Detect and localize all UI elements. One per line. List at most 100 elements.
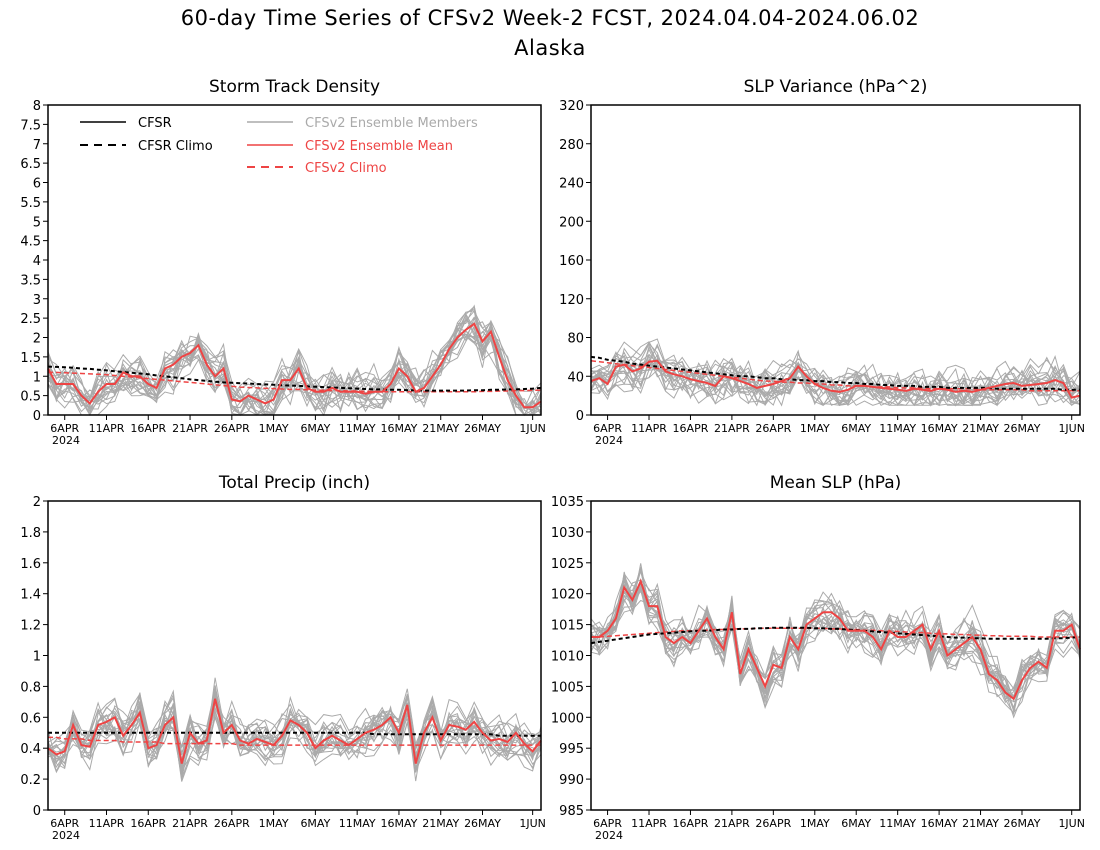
y-tick-label: 2 [33, 495, 41, 510]
ensemble-member-line [590, 357, 1081, 407]
x-year-label: 2024 [595, 829, 623, 842]
x-tick-label: 1MAY [259, 817, 289, 830]
x-tick-label: 21APR [172, 817, 208, 830]
plot-frame [590, 500, 1081, 811]
y-tick-label: 1025 [551, 557, 584, 572]
y-tick-label: 3.5 [20, 273, 41, 288]
ensemble-mean-line [590, 359, 1081, 399]
cfsr-climo-line [590, 626, 1081, 645]
y-tick-label: 2 [33, 332, 41, 347]
ensemble-member-line [47, 677, 542, 769]
x-tick-label: 6MAY [300, 422, 330, 435]
y-tick-label: 5 [33, 215, 41, 230]
y-tick-label: 2.5 [20, 312, 41, 327]
x-tick-label: 21APR [172, 422, 208, 435]
ensemble-member-line [47, 304, 542, 417]
y-tick-label: 7.5 [20, 118, 41, 133]
x-tick-label: 1JUN [1058, 817, 1085, 830]
legend-entry: CFSv2 Ensemble Mean [247, 139, 453, 154]
x-tick-label: 26APR [214, 817, 250, 830]
x-tick-label: 11APR [631, 817, 667, 830]
panel-title: Storm Track Density [209, 77, 380, 97]
y-tick-label: 0.4 [20, 742, 41, 757]
x-tick-label: 21MAY [962, 817, 999, 830]
y-tick-label: 1.8 [20, 526, 41, 541]
ensemble-member-line [47, 310, 542, 416]
y-tick-label: 1 [33, 650, 41, 665]
y-tick-label: 1010 [551, 650, 584, 665]
x-tick-label: 11MAY [339, 422, 376, 435]
x-tick-label: 26APR [755, 817, 791, 830]
x-tick-label: 26MAY [464, 817, 501, 830]
y-tick-label: 240 [559, 177, 584, 192]
y-tick-label: 6 [33, 177, 41, 192]
main-subtitle: Alaska [514, 36, 586, 60]
x-tick-label: 1JUN [519, 422, 546, 435]
chart-panel-1: Storm Track Density 0 0.5 1 1.5 2 2.5 3 3.5 4 4.5 5… [20, 77, 546, 447]
x-tick-label: 11MAY [339, 817, 376, 830]
x-tick-label: 6MAY [841, 817, 871, 830]
x-tick-label: 21MAY [422, 817, 459, 830]
y-tick-label: 990 [559, 773, 584, 788]
x-tick-label: 21APR [714, 422, 750, 435]
y-tick-label: 1.4 [20, 588, 41, 603]
ensemble-member-line [590, 584, 1081, 712]
y-tick-label: 1015 [551, 619, 584, 634]
x-tick-label: 6MAY [300, 817, 330, 830]
legend-label: CFSv2 Ensemble Members [305, 116, 478, 131]
x-year-label: 2024 [52, 434, 80, 447]
y-tick-label: 320 [559, 99, 584, 114]
plot-frame [47, 500, 542, 811]
y-tick-label: 3 [33, 293, 41, 308]
ensemble-mean-line [47, 322, 542, 409]
legend-entry: CFSR Climo [80, 139, 213, 154]
x-tick-label: 16APR [673, 422, 709, 435]
y-tick-label: 0 [576, 409, 584, 424]
cfsv2-climo-line [48, 736, 541, 746]
x-tick-label: 16APR [130, 422, 166, 435]
chart-panel-2: SLP Variance (hPa^2) 0 40 80 120 160 200 240 280… [559, 77, 1085, 447]
x-tick-label: 26APR [755, 422, 791, 435]
x-tick-label: 6APR [50, 422, 79, 435]
y-tick-label: 4 [33, 254, 41, 269]
chart-panel-3: Total Precip (inch) 0 0.2 0.4 0.6 0.8 1 1.2 1.4 1… [20, 473, 546, 842]
y-tick-label: 0 [33, 804, 41, 819]
y-tick-label: 1035 [551, 495, 584, 510]
x-year-label: 2024 [52, 829, 80, 842]
x-tick-label: 21MAY [422, 422, 459, 435]
x-tick-label: 6MAY [841, 422, 871, 435]
ensemble-member-line [47, 695, 542, 773]
x-tick-label: 16MAY [381, 422, 418, 435]
cfsv2-climo-line [48, 371, 541, 393]
y-tick-label: 160 [559, 254, 584, 269]
y-tick-label: 1 [33, 370, 41, 385]
y-tick-label: 1005 [551, 680, 584, 695]
ensemble-member-line [47, 326, 542, 412]
ensemble-member-line [47, 312, 542, 416]
ensemble-mean-line [47, 698, 542, 764]
y-tick-label: 6.5 [20, 157, 41, 172]
x-tick-label: 26MAY [464, 422, 501, 435]
ensemble-member-line [47, 321, 542, 416]
ensemble-member-line [590, 349, 1081, 407]
ensemble-member-line [590, 345, 1081, 407]
x-tick-label: 11APR [631, 422, 667, 435]
cfsr-climo-line [47, 365, 542, 392]
cfsr-climo-line [590, 355, 1080, 391]
y-tick-label: 7 [33, 138, 41, 153]
y-tick-label: 120 [559, 293, 584, 308]
x-tick-label: 6APR [50, 817, 79, 830]
legend-label: CFSR Climo [138, 139, 213, 154]
ensemble-member-line [47, 696, 542, 780]
y-tick-label: 80 [567, 332, 584, 347]
x-tick-label: 1MAY [800, 422, 830, 435]
x-tick-label: 1JUN [519, 817, 546, 830]
ensemble-member-line [590, 338, 1081, 407]
y-tick-label: 1.2 [20, 619, 41, 634]
ensemble-member-line [590, 579, 1081, 709]
ensemble-member-line [47, 316, 541, 416]
legend-label: CFSv2 Ensemble Mean [305, 139, 453, 154]
y-tick-label: 280 [559, 138, 584, 153]
main-title: 60-day Time Series of CFSv2 Week-2 FCST,… [180, 6, 920, 30]
